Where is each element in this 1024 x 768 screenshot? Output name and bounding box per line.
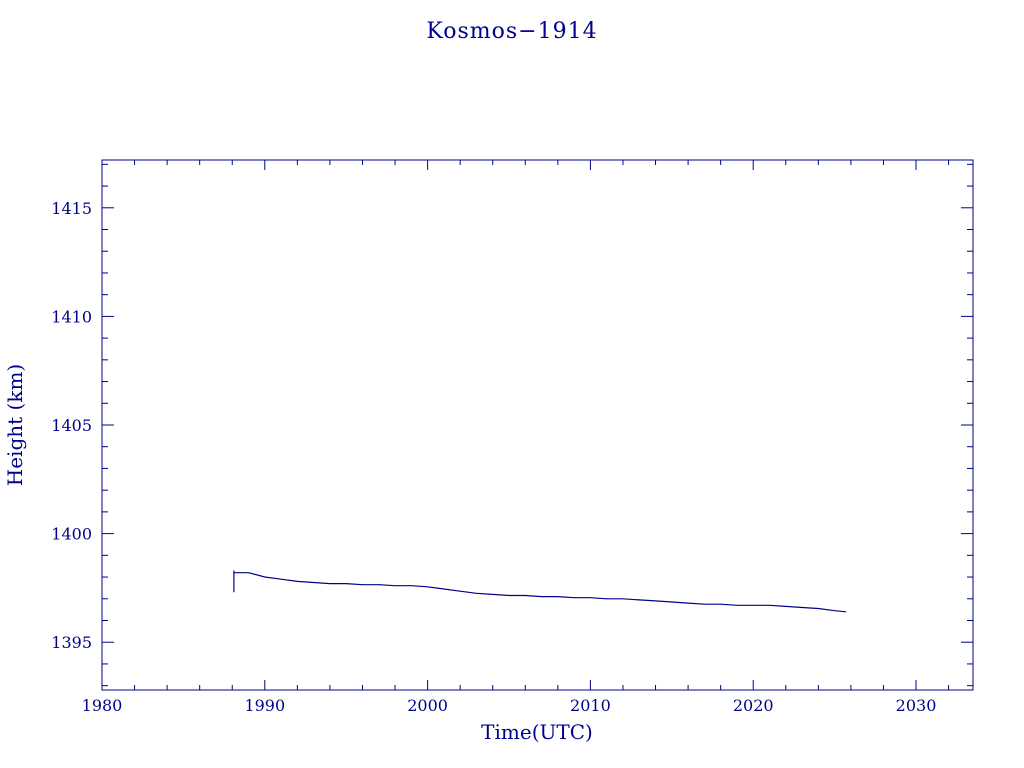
x-tick-label: 2020	[733, 696, 774, 715]
x-tick-label: 2010	[570, 696, 611, 715]
x-tick-label: 1990	[244, 696, 285, 715]
y-tick-label: 1410	[51, 307, 92, 326]
y-tick-label: 1395	[51, 633, 92, 652]
axis-ticks	[101, 160, 973, 690]
tick-labels: 1980 1990 2000 2010 2020 2030 1395 1400 1405 1410…	[51, 199, 936, 715]
x-tick-label: 2030	[896, 696, 937, 715]
x-tick-label: 2000	[407, 696, 448, 715]
y-tick-label: 1405	[51, 416, 92, 435]
x-axis-label: Time(UTC)	[481, 720, 593, 744]
y-axis-label: Height (km)	[3, 364, 27, 486]
chart-title: Kosmos−1914	[426, 19, 597, 44]
y-tick-label: 1415	[51, 199, 92, 218]
series-line-height	[233, 570, 847, 613]
x-tick-label: 1980	[82, 696, 123, 715]
y-tick-label: 1400	[51, 525, 92, 544]
plot-frame	[101, 159, 974, 691]
